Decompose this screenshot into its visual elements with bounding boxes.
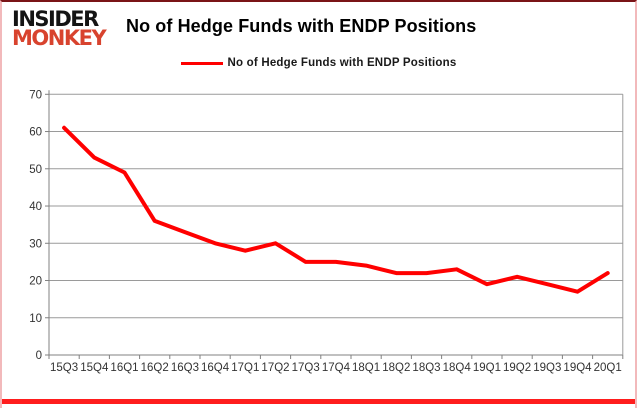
x-axis-category-label: 17Q3 (292, 362, 320, 374)
x-axis-category-label: 15Q4 (80, 362, 109, 374)
x-axis-category-label: 16Q2 (141, 362, 169, 374)
logo-line-monkey: MONKEY (12, 26, 107, 51)
x-axis-category-label: 19Q3 (533, 362, 561, 374)
x-axis-category-label: 20Q1 (594, 362, 622, 374)
y-axis-tick-label: 20 (29, 276, 42, 288)
x-axis-category-label: 18Q2 (382, 362, 410, 374)
y-axis-tick-label: 60 (29, 127, 42, 139)
legend-label: No of Hedge Funds with ENDP Positions (227, 57, 457, 69)
chart-legend: No of Hedge Funds with ENDP Positions (2, 57, 635, 69)
legend-line-swatch (180, 61, 223, 65)
x-axis-category-label: 19Q2 (503, 362, 531, 374)
page-title: No of Hedge Funds with ENDP Positions (126, 16, 477, 36)
x-axis-category-label: 19Q4 (563, 362, 592, 374)
x-axis-category-label: 19Q1 (473, 362, 501, 374)
y-axis-tick-label: 70 (29, 89, 42, 101)
x-axis-category-label: 18Q4 (443, 362, 472, 374)
x-axis-category-label: 18Q1 (352, 362, 380, 374)
y-axis-tick-label: 40 (29, 201, 42, 213)
x-axis-category-label: 17Q1 (231, 362, 259, 374)
y-axis-tick-label: 50 (29, 164, 42, 176)
x-axis-category-label: 18Q3 (412, 362, 440, 374)
data-line (62, 125, 610, 294)
x-axis-category-label: 16Q1 (110, 362, 138, 374)
x-axis-category-label: 17Q2 (261, 362, 289, 374)
insider-monkey-logo: INSIDER MONKEY (12, 7, 124, 51)
y-axis-tick-label: 0 (36, 350, 42, 362)
x-axis-category-label: 16Q3 (171, 362, 199, 374)
bottom-red-bar (2, 399, 635, 404)
x-axis-category-label: 17Q4 (322, 362, 351, 374)
y-axis-tick-label: 30 (29, 238, 42, 250)
x-axis-category-label: 15Q3 (50, 362, 78, 374)
logo-line-insider: INSIDER (12, 7, 99, 31)
y-axis-tick-label: 10 (29, 313, 42, 325)
x-axis-category-label: 16Q4 (201, 362, 230, 374)
